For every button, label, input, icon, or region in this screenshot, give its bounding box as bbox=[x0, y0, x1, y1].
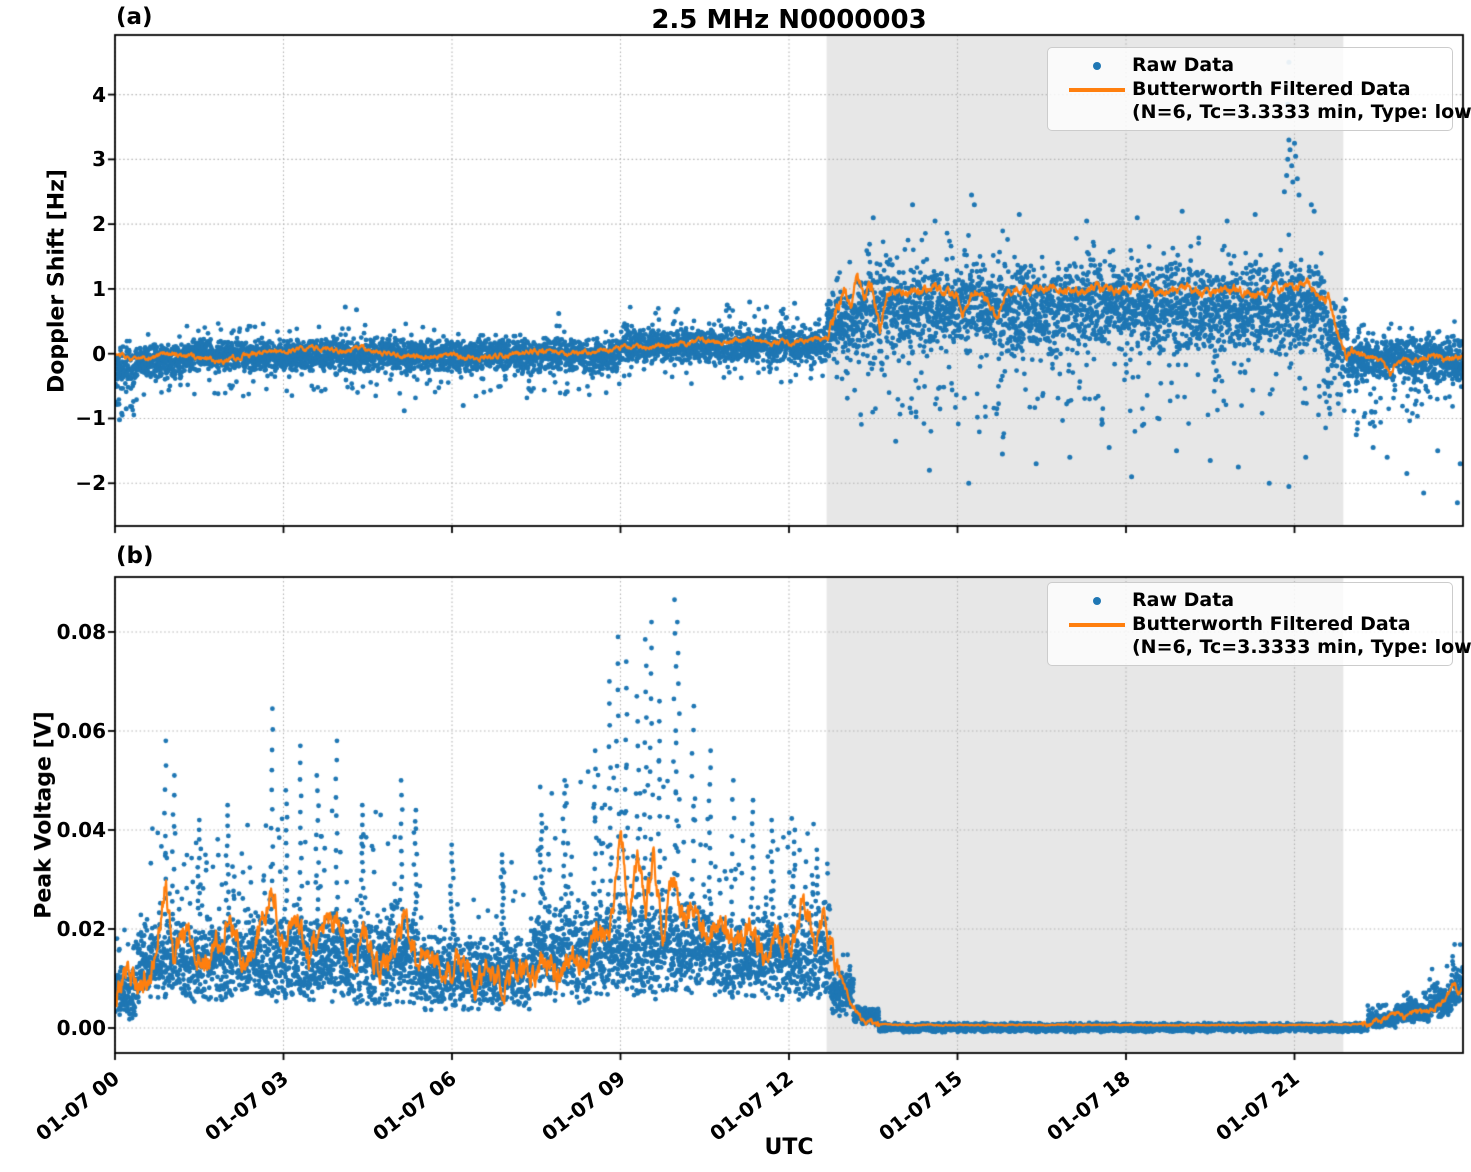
legend-entry-raw: Raw Data bbox=[1048, 54, 1452, 77]
legend-entry-filtered: Butterworth Filtered Data (N=6, Tc=3.333… bbox=[1048, 78, 1471, 124]
legend-raw-label: Raw Data bbox=[1132, 589, 1235, 611]
x-axis-label-utc: UTC bbox=[764, 1135, 814, 1160]
filtered-line-marker-icon bbox=[1068, 78, 1126, 101]
legend-panel-b: Raw Data Butterworth Filtered Data (N=6,… bbox=[1047, 582, 1471, 666]
raw-data-marker-icon bbox=[1068, 589, 1126, 612]
legend-filtered-label: Butterworth Filtered Data bbox=[1132, 613, 1411, 635]
legend-filtered-label: Butterworth Filtered Data bbox=[1132, 78, 1411, 100]
legend-entry-filtered: Butterworth Filtered Data (N=6, Tc=3.333… bbox=[1048, 613, 1471, 659]
panel-b-label: (b) bbox=[116, 543, 154, 569]
figure-title: 2.5 MHz N0000003 bbox=[651, 5, 927, 35]
panel-a-label: (a) bbox=[116, 4, 153, 30]
y-axis-label-voltage: Peak Voltage [V] bbox=[31, 711, 57, 919]
legend-raw-label: Raw Data bbox=[1132, 54, 1235, 76]
legend-filtered-sublabel: (N=6, Tc=3.3333 min, Type: low) bbox=[1132, 101, 1471, 123]
legend-filtered-sublabel: (N=6, Tc=3.3333 min, Type: low) bbox=[1132, 636, 1471, 658]
filtered-line-marker-icon bbox=[1068, 613, 1126, 636]
legend-panel-a: Raw Data Butterworth Filtered Data (N=6,… bbox=[1047, 47, 1471, 131]
raw-data-marker-icon bbox=[1068, 54, 1126, 77]
y-axis-label-doppler: Doppler Shift [Hz] bbox=[44, 169, 70, 393]
legend-entry-raw: Raw Data bbox=[1048, 589, 1452, 612]
